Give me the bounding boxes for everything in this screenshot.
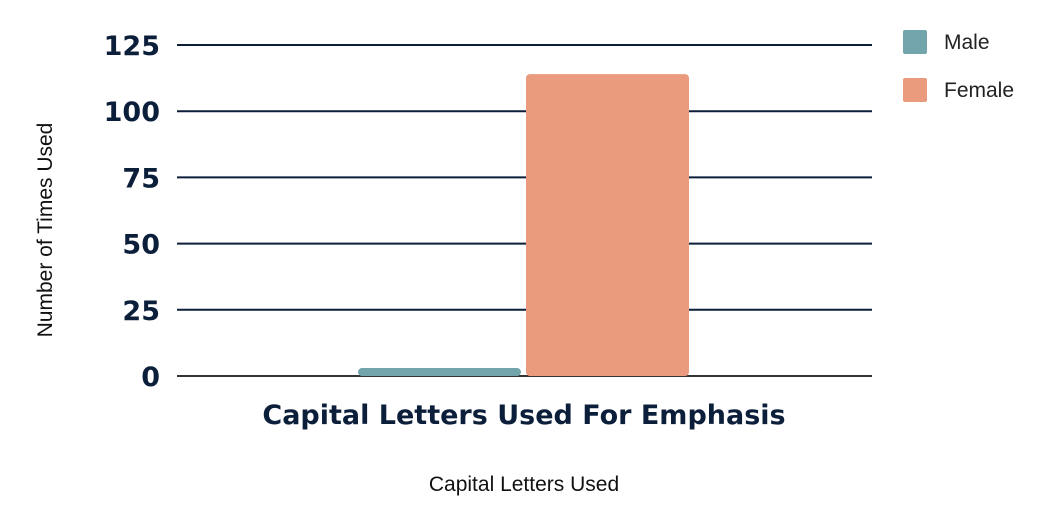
y-tick-label: 0 <box>141 362 160 393</box>
bar-male <box>358 368 521 376</box>
legend-label: Female <box>944 79 1014 102</box>
bar-female <box>526 74 689 377</box>
legend-label: Male <box>944 31 990 54</box>
y-tick-label: 25 <box>122 296 160 327</box>
legend-swatch <box>903 78 927 102</box>
y-tick-label: 100 <box>104 97 160 128</box>
y-tick-label: 50 <box>122 230 160 261</box>
x-axis-label: Capital Letters Used <box>429 473 619 496</box>
y-tick-label: 75 <box>122 163 160 194</box>
legend-swatch <box>903 30 927 54</box>
y-axis-label: Number of Times Used <box>34 123 57 338</box>
category-label: Capital Letters Used For Emphasis <box>262 400 785 431</box>
y-tick-label: 125 <box>104 31 160 62</box>
